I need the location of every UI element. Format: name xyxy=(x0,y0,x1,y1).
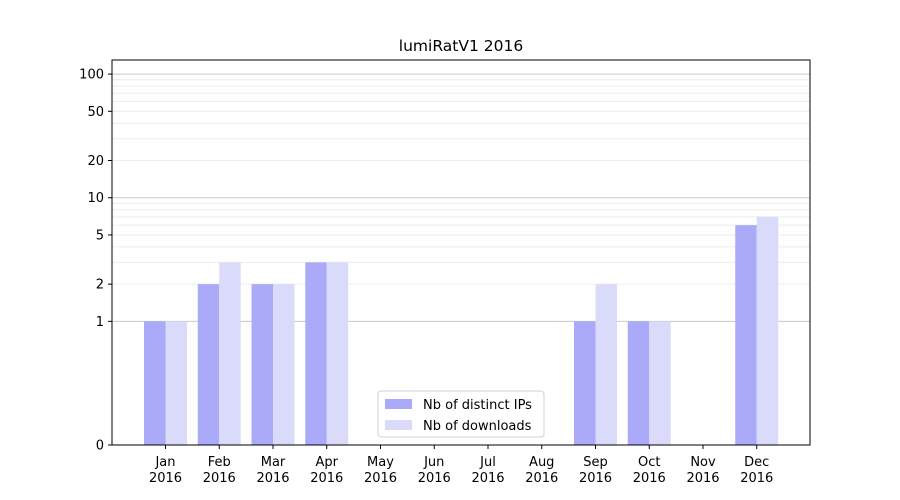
bar-distinct-ips xyxy=(197,284,220,445)
grid-layer xyxy=(112,73,810,322)
x-tick-label-month: Jul xyxy=(479,455,496,470)
legend-label: Nb of downloads xyxy=(423,419,532,434)
bar-distinct-ips xyxy=(627,321,650,445)
x-tick-label-year: 2016 xyxy=(310,471,343,486)
x-tick-label-month: Mar xyxy=(261,455,286,470)
x-tick-label-year: 2016 xyxy=(203,471,236,486)
legend-swatch xyxy=(385,399,412,409)
y-tick-label: 100 xyxy=(79,68,104,83)
bar-downloads xyxy=(273,284,295,445)
x-tick-label-year: 2016 xyxy=(256,471,289,486)
y-tick-label: 2 xyxy=(96,278,104,293)
y-tick-label: 10 xyxy=(87,191,104,206)
y-tick-label: 1 xyxy=(96,315,104,330)
legend-swatch xyxy=(385,420,412,430)
y-axis: 0 1 2 5 10 20 50 100 xyxy=(79,68,112,454)
x-tick-label-month: Nov xyxy=(690,455,716,470)
bar-downloads xyxy=(595,284,617,445)
bar-distinct-ips xyxy=(144,321,166,445)
y-tick-label: 50 xyxy=(87,105,104,120)
legend-box xyxy=(377,390,545,438)
bar-distinct-ips xyxy=(305,262,327,445)
plot-frame xyxy=(111,59,811,446)
bar-downloads xyxy=(649,321,671,445)
bar-distinct-ips xyxy=(735,225,757,445)
legend-label: Nb of distinct IPs xyxy=(423,398,532,413)
x-tick-label-month: Aug xyxy=(529,455,554,470)
bar-distinct-ips xyxy=(251,284,273,445)
chart-title: lumiRatV1 2016 xyxy=(399,37,523,55)
x-tick-label-month: Jan xyxy=(154,455,175,470)
x-axis: Jan2016Feb2016Mar2016Apr2016May2016Jun20… xyxy=(149,445,773,486)
x-tick-label-month: Apr xyxy=(316,455,339,470)
x-tick-label-year: 2016 xyxy=(633,471,666,486)
bar-downloads xyxy=(219,262,241,445)
legend: Nb of distinct IPs Nb of downloads xyxy=(377,390,545,438)
x-tick-label-month: Oct xyxy=(638,455,660,470)
x-tick-label-month: Feb xyxy=(208,455,231,470)
x-tick-label-year: 2016 xyxy=(471,471,504,486)
x-tick-label-year: 2016 xyxy=(579,471,612,486)
x-tick-label-year: 2016 xyxy=(364,471,397,486)
x-tick-label-month: Jun xyxy=(423,455,444,470)
x-tick-label-month: Dec xyxy=(744,455,769,470)
bar-downloads xyxy=(756,216,779,445)
bar-downloads xyxy=(326,262,349,445)
y-tick-label: 5 xyxy=(96,228,104,243)
x-tick-label-month: May xyxy=(367,455,394,470)
x-tick-label-year: 2016 xyxy=(740,471,773,486)
x-tick-label-year: 2016 xyxy=(525,471,558,486)
bars-layer xyxy=(144,216,779,445)
bar-downloads xyxy=(165,321,187,445)
x-tick-label-year: 2016 xyxy=(686,471,719,486)
x-tick-label-year: 2016 xyxy=(149,471,182,486)
x-tick-label-year: 2016 xyxy=(418,471,451,486)
x-tick-label-month: Sep xyxy=(583,455,608,470)
y-tick-label: 0 xyxy=(96,439,104,454)
bar-distinct-ips xyxy=(574,321,596,445)
y-tick-label: 20 xyxy=(87,154,104,169)
